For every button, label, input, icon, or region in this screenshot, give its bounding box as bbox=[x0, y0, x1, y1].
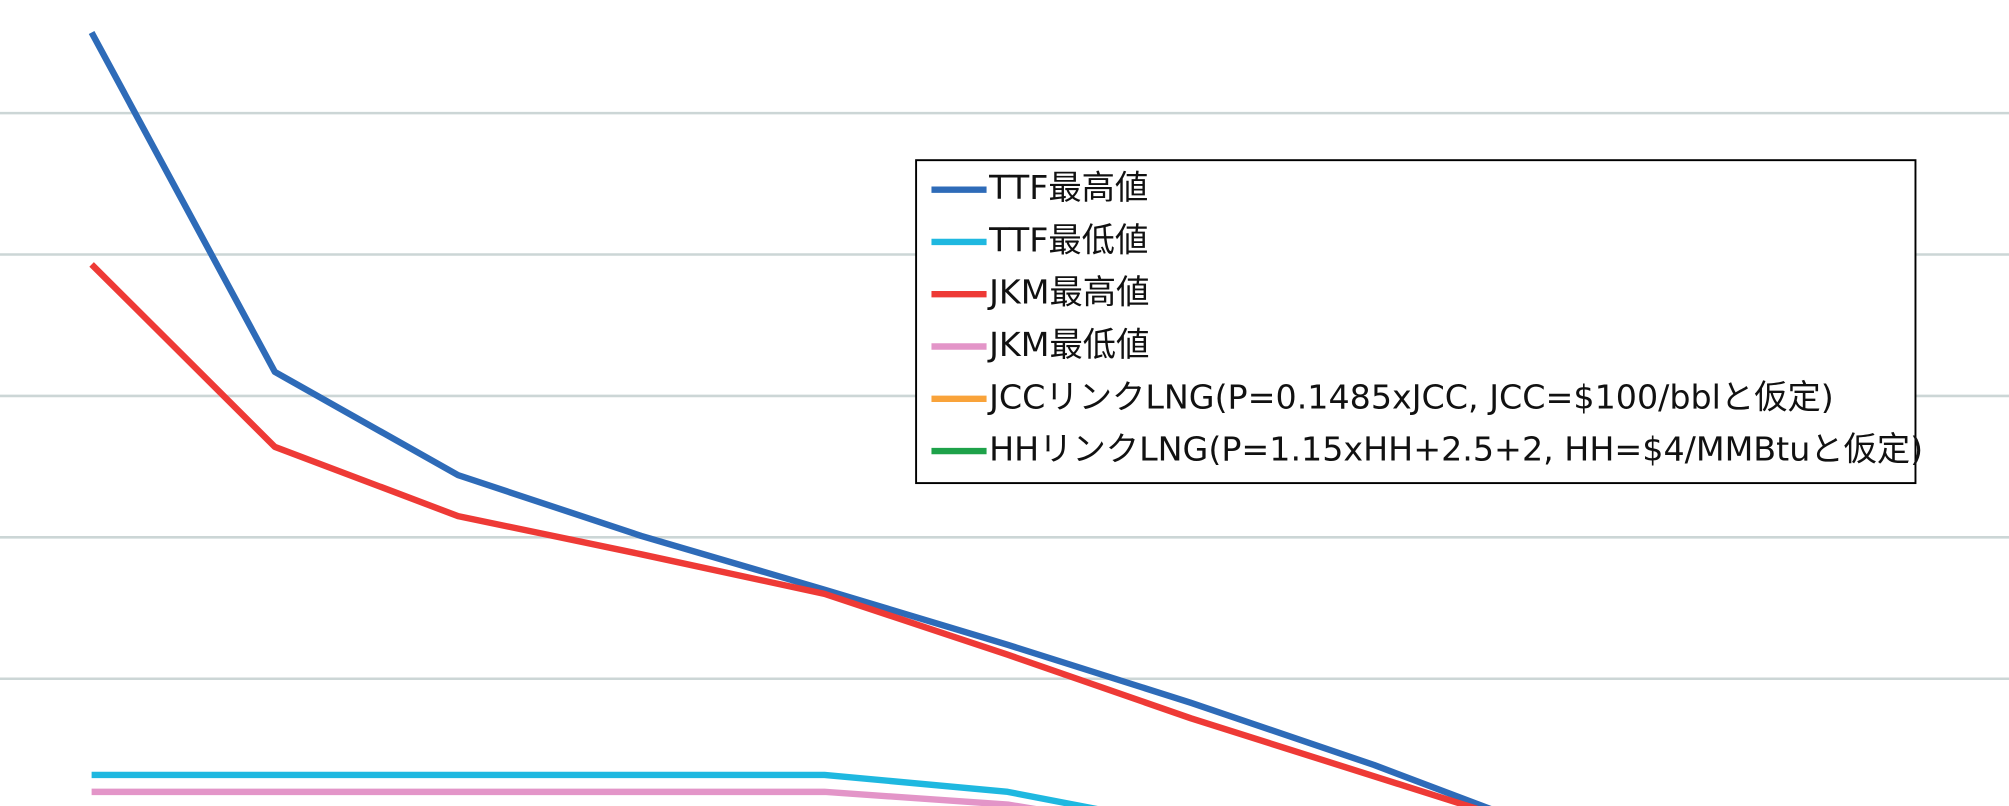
legend-box bbox=[915, 159, 1917, 485]
legend-label: HHリンクLNG(P=1.15xHH+2.5+2, HH=$4/MMBtuと仮定… bbox=[989, 430, 1923, 469]
legend-label: JKM最低値 bbox=[987, 325, 1149, 364]
legend-label: TTF最高値 bbox=[988, 168, 1148, 207]
legend-label: JCCリンクLNG(P=0.1485xJCC, JCC=$100/bblと仮定) bbox=[987, 377, 1834, 416]
series-line bbox=[91, 788, 1037, 806]
plot-area bbox=[88, 31, 1492, 806]
legend-label: JKM最高値 bbox=[987, 273, 1149, 312]
legend-label: TTF最低値 bbox=[988, 220, 1148, 259]
series-line bbox=[89, 262, 1479, 806]
legend: TTF最高値 TTF最低値 JKM最高値 JKM最低値 JCCリンクLNG(P=0.14… bbox=[915, 159, 1923, 485]
series-line bbox=[88, 31, 1492, 806]
series-line bbox=[91, 771, 1098, 806]
